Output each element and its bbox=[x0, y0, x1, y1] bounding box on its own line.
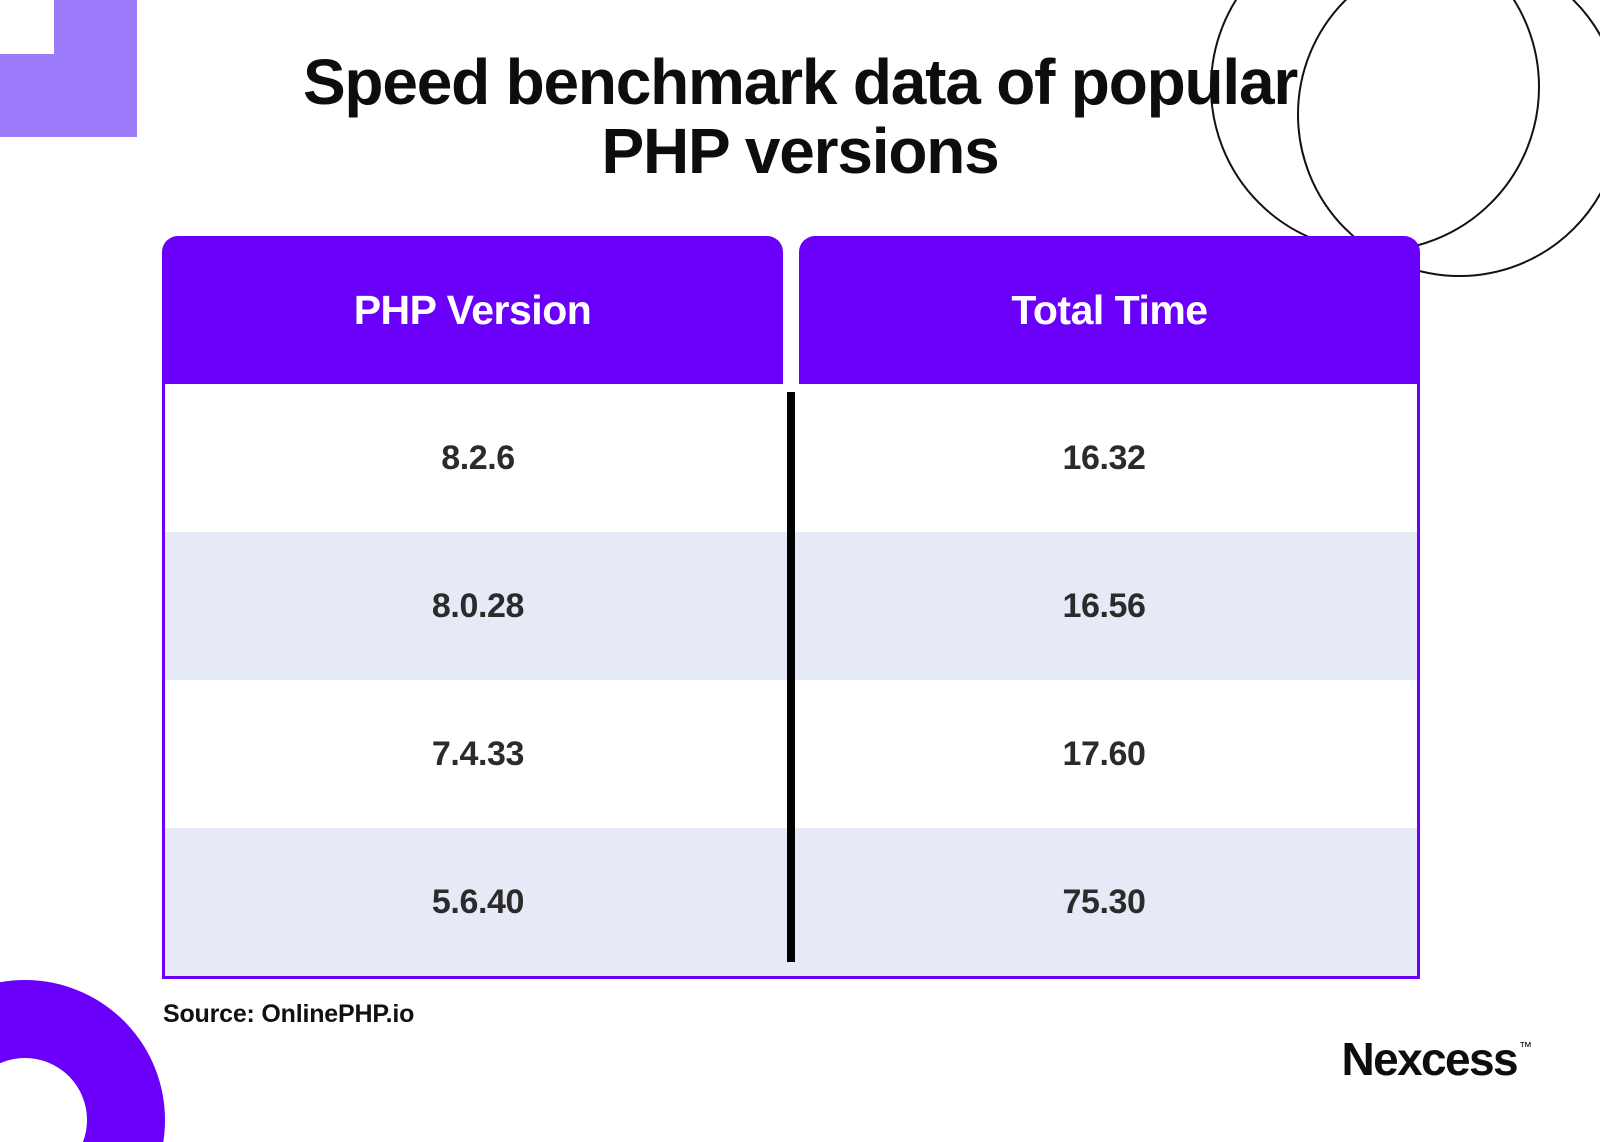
column-header-php-version: PHP Version bbox=[162, 236, 783, 384]
benchmark-table: PHP Version Total Time 8.2.6 16.32 8.0.2… bbox=[162, 236, 1420, 979]
column-header-total-time: Total Time bbox=[799, 236, 1420, 384]
cell-php-version: 5.6.40 bbox=[431, 882, 525, 921]
source-caption: Source: OnlinePHP.io bbox=[163, 1000, 415, 1028]
trademark-symbol: ™ bbox=[1519, 1039, 1532, 1054]
cell-total-time: 16.56 bbox=[1062, 586, 1146, 625]
page-title: Speed benchmark data of popular PHP vers… bbox=[302, 46, 1298, 188]
cell-php-version: 8.2.6 bbox=[441, 438, 515, 477]
table-row: 8.2.6 16.32 bbox=[165, 384, 1417, 532]
cell-php-version: 8.0.28 bbox=[431, 586, 525, 625]
logo-wordmark: Nexcess bbox=[1341, 1033, 1518, 1085]
corner-square-notch bbox=[0, 0, 54, 54]
nexcess-logo: Nexcess ™ bbox=[1341, 1036, 1532, 1082]
table-header-row: PHP Version Total Time bbox=[162, 236, 1420, 384]
cell-total-time: 75.30 bbox=[1062, 882, 1146, 921]
column-divider-line bbox=[787, 392, 795, 962]
cell-total-time: 17.60 bbox=[1062, 734, 1146, 773]
table-body: 8.2.6 16.32 8.0.28 16.56 7.4.33 17.60 5.… bbox=[162, 384, 1420, 979]
table-row: 7.4.33 17.60 bbox=[165, 680, 1417, 828]
header-gap bbox=[783, 236, 799, 384]
donut-ring-decoration bbox=[0, 980, 165, 1142]
cell-php-version: 7.4.33 bbox=[431, 734, 525, 773]
cell-total-time: 16.32 bbox=[1062, 438, 1146, 477]
